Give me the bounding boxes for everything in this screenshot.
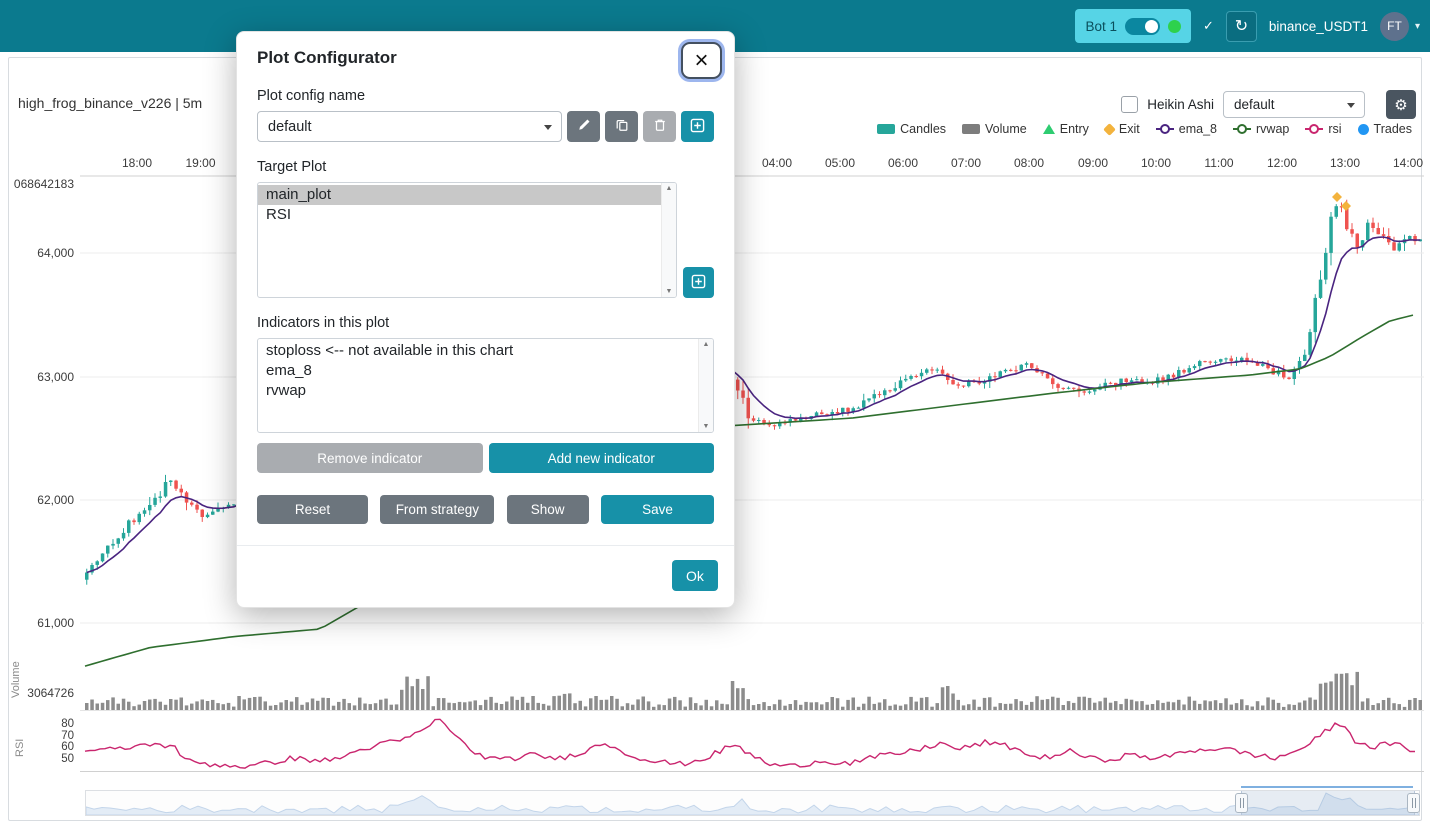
modal-body: Plot config name default Target Plo bbox=[237, 72, 734, 524]
trash-icon bbox=[653, 118, 667, 135]
datazoom-left-handle[interactable] bbox=[1235, 793, 1248, 813]
edit-config-button[interactable] bbox=[567, 111, 600, 142]
bot-name-label: Bot 1 bbox=[1085, 18, 1117, 34]
bot-toggle[interactable] bbox=[1125, 17, 1160, 35]
topbar-right-cluster: Bot 1 ✓ ↻ binance_USDT1 FT ▾ bbox=[1075, 0, 1420, 52]
list-item[interactable]: RSI bbox=[266, 206, 292, 223]
legend-label: rvwap bbox=[1256, 122, 1290, 136]
Volume-legend-icon bbox=[962, 124, 981, 134]
pair-label: binance_USDT1 bbox=[1268, 18, 1368, 34]
modal-close-button[interactable]: × bbox=[681, 42, 722, 79]
bot-online-indicator bbox=[1168, 19, 1181, 33]
chart-legend: Candles Volume Entry Exit ema_8 rvwap rsi Trade… bbox=[810, 122, 1412, 136]
heikin-ashi-label: Heikin Ashi bbox=[1147, 97, 1214, 112]
Trades-legend-icon bbox=[1357, 123, 1369, 135]
legend-item-rsi[interactable]: rsi bbox=[1305, 122, 1342, 136]
scrollbar[interactable]: ▲ ▼ bbox=[661, 183, 676, 297]
plus-square-icon bbox=[690, 118, 705, 136]
save-button[interactable]: Save bbox=[600, 495, 714, 524]
legend-label: ema_8 bbox=[1178, 122, 1217, 136]
check-icon: ✓ bbox=[1203, 18, 1214, 33]
legend-item-rvwap[interactable]: rvwap bbox=[1233, 122, 1289, 136]
modal-header: Plot Configurator × bbox=[237, 32, 734, 79]
legend-label: Volume bbox=[985, 122, 1027, 136]
bot-selector-button[interactable]: Bot 1 bbox=[1075, 9, 1191, 43]
legend-label: Candles bbox=[900, 122, 947, 136]
add-indicator-button[interactable]: Add new indicator bbox=[488, 443, 714, 473]
indicators-label: Indicators in this plot bbox=[257, 315, 390, 331]
plus-square-icon bbox=[691, 274, 706, 292]
datazoom-slider[interactable] bbox=[85, 786, 1420, 816]
close-icon: × bbox=[694, 46, 709, 74]
plot-config-dropdown[interactable]: default bbox=[1223, 91, 1365, 118]
scrollbar[interactable]: ▲ ▼ bbox=[698, 339, 713, 432]
legend-item-Exit[interactable]: Exit bbox=[1103, 122, 1140, 136]
heikin-ashi-checkbox[interactable] bbox=[1121, 96, 1139, 113]
scroll-up-icon[interactable]: ▲ bbox=[665, 185, 673, 192]
add-plot-button[interactable] bbox=[683, 267, 714, 298]
rvwap-legend-icon bbox=[1233, 124, 1251, 134]
datazoom-selected-range[interactable] bbox=[1241, 791, 1415, 815]
datazoom-top-indicator bbox=[1241, 786, 1413, 788]
indicators-list[interactable]: stoploss <-- not available in this chart… bbox=[257, 338, 714, 433]
duplicate-config-button[interactable] bbox=[605, 111, 638, 142]
plot-settings-button[interactable]: ⚙ bbox=[1386, 90, 1416, 119]
config-actions-row: Reset From strategy Show Save bbox=[257, 495, 714, 524]
Candles-legend-icon bbox=[877, 124, 896, 134]
target-plot-list[interactable]: main_plot RSI ▲ ▼ bbox=[257, 182, 677, 298]
plot-config-dropdown-value: default bbox=[1234, 97, 1275, 112]
user-menu[interactable]: FT ▾ bbox=[1379, 11, 1420, 41]
chart-controls: Heikin Ashi default ⚙ bbox=[1121, 90, 1416, 119]
legend-label: Exit bbox=[1118, 122, 1140, 136]
legend-item-Candles[interactable]: Candles bbox=[877, 122, 946, 136]
plot-config-name-value: default bbox=[268, 118, 312, 135]
list-item[interactable]: rvwap bbox=[266, 382, 307, 399]
indicator-buttons-row: Remove indicator Add new indicator bbox=[257, 443, 714, 473]
plot-config-name-select[interactable]: default bbox=[257, 111, 562, 142]
legend-label: rsi bbox=[1328, 122, 1342, 136]
remove-indicator-button[interactable]: Remove indicator bbox=[257, 443, 483, 473]
target-plot-label: Target Plot bbox=[257, 159, 327, 175]
modal-title: Plot Configurator bbox=[257, 48, 397, 67]
modal-footer: Ok bbox=[237, 546, 734, 607]
target-plot-list-items: main_plot RSI bbox=[258, 183, 661, 297]
plot-config-name-label: Plot config name bbox=[257, 88, 366, 104]
plot-configurator-modal: Plot Configurator × Plot config name def… bbox=[236, 31, 735, 608]
legend-item-ema_8[interactable]: ema_8 bbox=[1155, 122, 1217, 136]
ok-button[interactable]: Ok bbox=[672, 560, 718, 591]
target-plot-row: main_plot RSI ▲ ▼ bbox=[257, 182, 714, 298]
list-item[interactable]: main_plot bbox=[258, 185, 661, 205]
refresh-icon: ↻ bbox=[1234, 18, 1249, 35]
copy-icon bbox=[615, 118, 629, 135]
datazoom-silhouette bbox=[86, 792, 1419, 815]
scroll-down-icon[interactable]: ▼ bbox=[665, 288, 673, 295]
caret-down-icon: ▾ bbox=[1414, 20, 1420, 32]
from-strategy-button[interactable]: From strategy bbox=[380, 495, 495, 524]
avatar: FT bbox=[1379, 11, 1409, 41]
config-row: default bbox=[257, 111, 714, 142]
chart-title: high_frog_binance_v226 | 5m bbox=[18, 95, 203, 111]
scroll-up-icon[interactable]: ▲ bbox=[702, 341, 710, 348]
scroll-down-icon[interactable]: ▼ bbox=[702, 423, 710, 430]
delete-config-button[interactable] bbox=[643, 111, 676, 142]
ema_8-legend-icon bbox=[1155, 124, 1174, 134]
add-config-button[interactable] bbox=[681, 111, 714, 142]
legend-label: Entry bbox=[1059, 122, 1089, 136]
legend-item-Trades[interactable]: Trades bbox=[1357, 122, 1412, 136]
rsi-legend-icon bbox=[1305, 124, 1324, 134]
indicators-list-items: stoploss <-- not available in this chart… bbox=[258, 339, 698, 432]
legend-item-Entry[interactable]: Entry bbox=[1042, 122, 1089, 136]
legend-item-Volume[interactable]: Volume bbox=[962, 122, 1027, 136]
reset-button[interactable]: Reset bbox=[257, 495, 368, 524]
datazoom-right-handle[interactable] bbox=[1407, 793, 1420, 813]
Entry-legend-icon bbox=[1042, 124, 1055, 134]
show-button[interactable]: Show bbox=[506, 495, 589, 524]
list-item[interactable]: stoploss <-- not available in this chart bbox=[266, 342, 514, 359]
pencil-icon bbox=[577, 118, 591, 135]
refresh-button[interactable]: ↻ bbox=[1225, 10, 1257, 42]
legend-label: Trades bbox=[1373, 122, 1412, 136]
list-item[interactable]: ema_8 bbox=[266, 362, 312, 379]
gear-icon: ⚙ bbox=[1394, 96, 1408, 114]
Exit-legend-icon bbox=[1103, 122, 1116, 136]
